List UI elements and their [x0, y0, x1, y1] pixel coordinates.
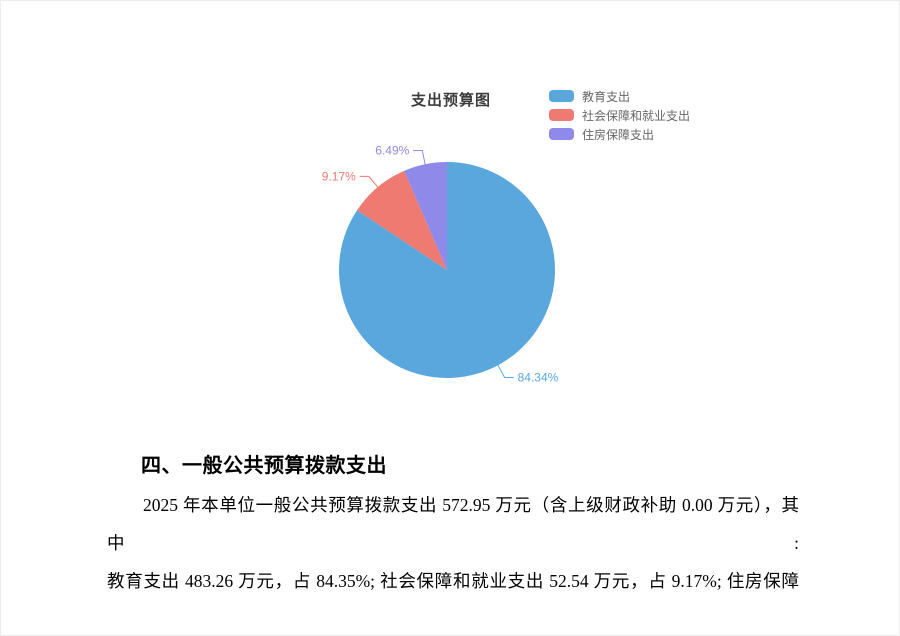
chart-title: 支出预算图	[410, 92, 491, 109]
pie-percent-label: 84.34%	[518, 371, 559, 385]
pie-percent-label: 6.49%	[375, 144, 409, 158]
pie-slice-教育支出	[339, 162, 556, 379]
section-heading: 四、一般公共预算拨款支出	[141, 455, 387, 477]
pie-label-line	[497, 364, 514, 378]
pie-label-line	[359, 175, 379, 189]
legend-item: 住房保障支出	[549, 127, 690, 142]
pie-chart-canvas: 84.34% 9.17% 6.49%	[322, 144, 559, 385]
legend-swatch-icon	[549, 90, 574, 102]
legend-swatch-icon	[549, 128, 574, 140]
paragraph-line-1: 2025 年本单位一般公共预算拨款支出 572.95 万元（含上级财政补助 0.…	[107, 495, 799, 553]
legend-item: 社会保障和就业支出	[549, 108, 691, 123]
legend-label: 教育支出	[582, 89, 631, 104]
pie-label-line	[413, 150, 426, 166]
pie-percent-label: 9.17%	[322, 169, 356, 183]
legend-label: 住房保障支出	[582, 127, 655, 142]
document-body: 四、一般公共预算拨款支出 2025 年本单位一般公共预算拨款支出 572.95 …	[107, 453, 799, 600]
legend-item: 教育支出	[549, 89, 690, 104]
chart-legend: 教育支出社会保障和就业支出 住房保障支出	[549, 89, 691, 142]
legend-label: 社会保障和就业支出	[582, 108, 691, 123]
pie-slice-住房保障支出	[404, 162, 447, 270]
paragraph-line-2: 教育支出 483.26 万元，占 84.35%; 社会保障和就业支出 52.54…	[107, 571, 799, 591]
pie-slice-社会保障和就业支出	[357, 170, 447, 270]
legend-swatch-icon	[549, 109, 574, 121]
